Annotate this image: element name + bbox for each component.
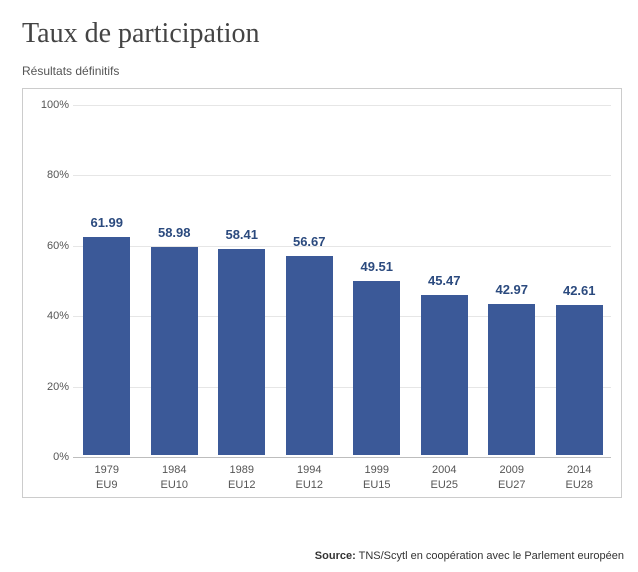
x-tick-year: 2014 bbox=[546, 463, 614, 478]
bar: 42.97 bbox=[488, 304, 535, 455]
x-tick-year: 2004 bbox=[411, 463, 479, 478]
page-subtitle: Résultats définitifs bbox=[22, 64, 628, 78]
x-tick-label: 1994EU12 bbox=[276, 463, 344, 493]
bar: 49.51 bbox=[353, 281, 400, 455]
bar-value-label: 49.51 bbox=[353, 259, 400, 274]
x-tick-label: 2004EU25 bbox=[411, 463, 479, 493]
source-text: TNS/Scytl en coopération avec le Parleme… bbox=[359, 550, 624, 562]
x-tick-label: 2009EU27 bbox=[478, 463, 546, 493]
x-tick-eu: EU12 bbox=[208, 478, 276, 493]
bar-value-label: 42.97 bbox=[488, 282, 535, 297]
chart-page: Taux de participation Résultats définiti… bbox=[0, 0, 638, 572]
bar-value-label: 45.47 bbox=[421, 273, 468, 288]
x-tick-eu: EU15 bbox=[343, 478, 411, 493]
x-tick-year: 1984 bbox=[141, 463, 209, 478]
bar: 56.67 bbox=[286, 256, 333, 455]
x-tick-year: 1999 bbox=[343, 463, 411, 478]
bar: 45.47 bbox=[421, 295, 468, 455]
plot-area: 61.99 58.98 58.41 56.67 49.51 45.47 42.97 42.61 bbox=[73, 105, 611, 455]
source-label: Source: bbox=[315, 550, 356, 562]
x-tick-eu: EU28 bbox=[546, 478, 614, 493]
source-line: Source: TNS/Scytl en coopération avec le… bbox=[315, 550, 624, 562]
y-tick-label: 20% bbox=[31, 381, 69, 393]
x-tick-eu: EU10 bbox=[141, 478, 209, 493]
bar-value-label: 56.67 bbox=[286, 234, 333, 249]
x-tick-label: 1999EU15 bbox=[343, 463, 411, 493]
gridline bbox=[73, 105, 611, 106]
gridline bbox=[73, 175, 611, 176]
x-tick-year: 1979 bbox=[73, 463, 141, 478]
x-tick-label: 1989EU12 bbox=[208, 463, 276, 493]
y-tick-label: 60% bbox=[31, 240, 69, 252]
x-tick-year: 2009 bbox=[478, 463, 546, 478]
bar-value-label: 61.99 bbox=[83, 215, 130, 230]
bar: 61.99 bbox=[83, 237, 130, 455]
y-tick-label: 80% bbox=[31, 169, 69, 181]
x-tick-eu: EU25 bbox=[411, 478, 479, 493]
bar: 58.98 bbox=[151, 247, 198, 455]
bar-value-label: 42.61 bbox=[556, 283, 603, 298]
participation-chart: 61.99 58.98 58.41 56.67 49.51 45.47 42.97 42.61… bbox=[22, 88, 622, 498]
y-tick-label: 100% bbox=[31, 99, 69, 111]
page-title: Taux de participation bbox=[22, 18, 628, 50]
y-tick-label: 40% bbox=[31, 310, 69, 322]
bar: 42.61 bbox=[556, 305, 603, 455]
x-tick-label: 2014EU28 bbox=[546, 463, 614, 493]
x-tick-label: 1979EU9 bbox=[73, 463, 141, 493]
x-tick-label: 1984EU10 bbox=[141, 463, 209, 493]
bar-value-label: 58.98 bbox=[151, 225, 198, 240]
x-tick-year: 1989 bbox=[208, 463, 276, 478]
bar: 58.41 bbox=[218, 249, 265, 455]
x-tick-eu: EU9 bbox=[73, 478, 141, 493]
x-tick-year: 1994 bbox=[276, 463, 344, 478]
y-tick-label: 0% bbox=[31, 451, 69, 463]
gridline bbox=[73, 457, 611, 458]
x-tick-eu: EU27 bbox=[478, 478, 546, 493]
x-tick-eu: EU12 bbox=[276, 478, 344, 493]
bar-value-label: 58.41 bbox=[218, 227, 265, 242]
